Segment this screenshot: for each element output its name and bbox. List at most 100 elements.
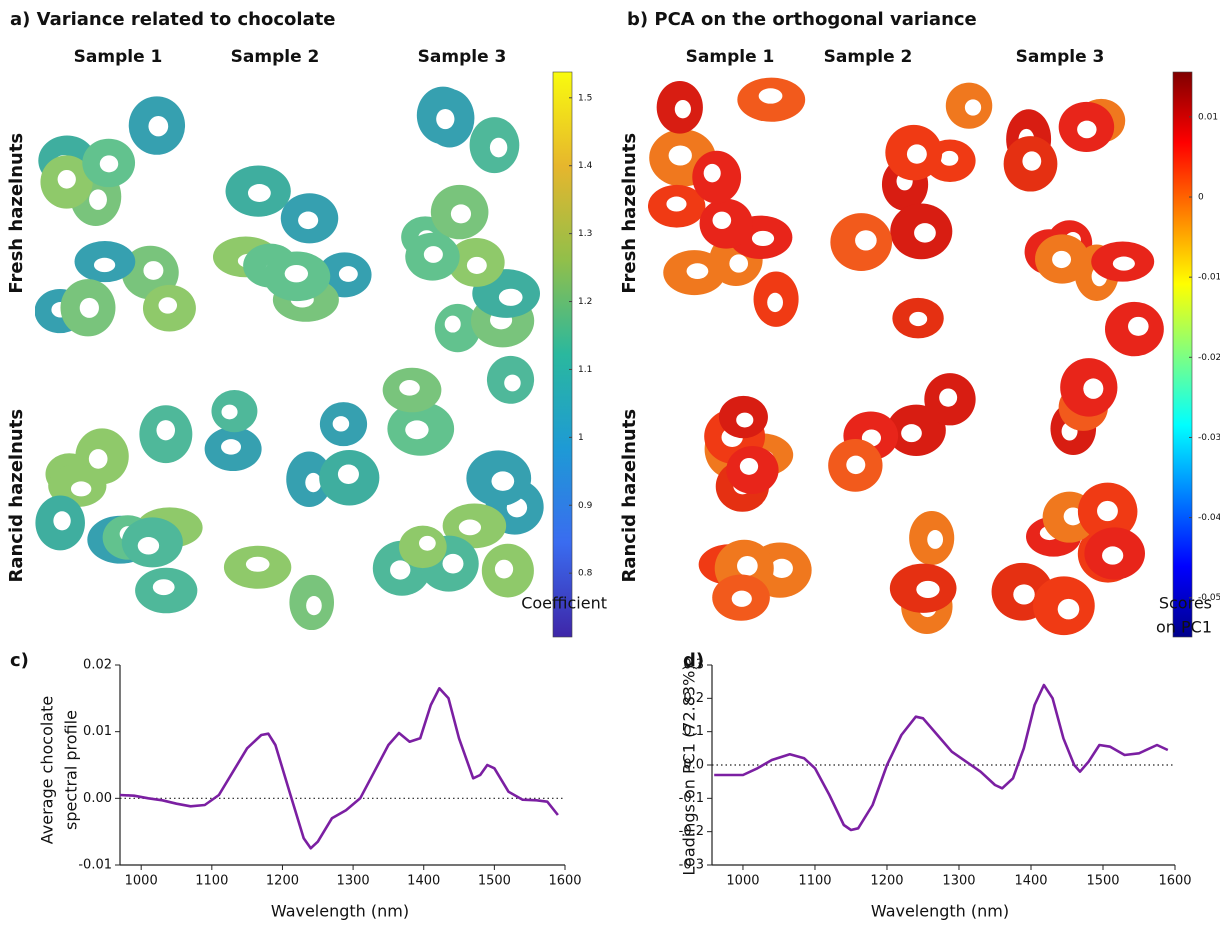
image-blob-hole <box>751 230 775 247</box>
image-blob-hole <box>909 311 928 327</box>
image-blob-hole <box>399 380 420 396</box>
x-tick-label: 1600 <box>548 874 581 889</box>
image-blob-hole <box>906 144 927 164</box>
image-blob-hole <box>729 254 749 273</box>
image-blob-hole <box>737 555 758 576</box>
y-tick-label: 0.0 <box>683 758 704 773</box>
y-axis-label: spectral profile <box>62 710 81 830</box>
image-blob-hole <box>1097 500 1118 522</box>
row-label: Rancid hazelnuts <box>6 409 27 583</box>
image-blob-hole <box>458 519 482 536</box>
image-blob-hole <box>767 292 783 313</box>
image-blob-hole <box>245 556 270 572</box>
image-blob-hole <box>1112 256 1135 271</box>
panel-title: a) Variance related to chocolate <box>10 9 336 30</box>
image-blob-hole <box>703 163 721 183</box>
image-blob-hole <box>466 256 487 274</box>
image-blob-hole <box>916 580 940 599</box>
image-blob-hole <box>338 266 358 282</box>
image-blob-hole <box>1057 598 1080 620</box>
image-blob-hole <box>306 595 322 616</box>
image-blob-hole <box>305 472 322 493</box>
panel-title: b) PCA on the orthogonal variance <box>627 9 977 30</box>
image-blob-hole <box>739 458 759 475</box>
colorbar-tick-label: 1.4 <box>578 161 593 171</box>
image-blob-hole <box>158 297 178 314</box>
image-blob-hole <box>1083 378 1104 399</box>
x-tick-label: 1500 <box>478 874 511 889</box>
colorbar-tick-label: -0.01 <box>1198 273 1220 283</box>
image-blob-hole <box>79 297 99 318</box>
image-blob-hole <box>666 196 687 212</box>
image-blob-hole <box>93 257 116 273</box>
colorbar-tick-label: -0.04 <box>1198 513 1220 523</box>
image-blob-hole <box>498 288 523 306</box>
x-tick-label: 1100 <box>195 874 228 889</box>
image-blob-hole <box>940 150 959 166</box>
x-tick-label: 1200 <box>266 874 299 889</box>
colorbar-tick-label: 0 <box>1198 193 1204 203</box>
image-blob-hole <box>712 211 732 230</box>
colorbar-tick-label: -0.02 <box>1198 353 1220 363</box>
image-blob-hole <box>284 264 309 283</box>
image-blob-hole <box>332 416 350 432</box>
colorbar <box>552 71 573 638</box>
colorbar-label: Scores <box>1159 594 1212 613</box>
image-blob-hole <box>939 388 958 407</box>
image-blob-hole <box>221 404 238 420</box>
colorbar-tick-label: 1 <box>578 433 584 443</box>
image-blob-hole <box>53 511 71 531</box>
image-blob-hole <box>444 315 461 333</box>
y-tick-label: 0.3 <box>683 658 704 673</box>
y-tick-label: -0.1 <box>679 791 704 806</box>
image-blob-hole <box>156 420 176 441</box>
y-tick-label: 0.01 <box>83 724 112 739</box>
image-area <box>35 86 544 631</box>
image-blob-hole <box>390 560 411 580</box>
image-blob-hole <box>1022 151 1042 171</box>
image-blob-hole <box>442 553 464 574</box>
image-blob-hole <box>504 374 521 392</box>
y-tick-label: 0.2 <box>683 691 704 706</box>
image-blob-hole <box>1063 507 1083 526</box>
colorbar-tick-label: 0.01 <box>1198 112 1218 122</box>
x-axis-label: Wavelength (nm) <box>871 902 1009 921</box>
sample-label: Sample 2 <box>824 47 913 67</box>
image-blob-hole <box>221 439 242 455</box>
x-tick-label: 1100 <box>798 874 831 889</box>
image-blob-hole <box>148 115 169 137</box>
x-tick-label: 1600 <box>1158 874 1191 889</box>
image-blob-hole <box>419 535 436 551</box>
sample-label: Sample 2 <box>231 47 320 67</box>
x-tick-label: 1400 <box>407 874 440 889</box>
data-line <box>119 687 559 850</box>
image-blob-hole <box>1128 316 1149 336</box>
image-blob-hole <box>686 263 709 280</box>
image-blob-hole <box>1077 120 1097 139</box>
row-label: Fresh hazelnuts <box>6 133 27 294</box>
y-tick-label: -0.2 <box>679 824 704 839</box>
image-blob-hole <box>494 559 514 579</box>
image-blob-hole <box>758 88 783 104</box>
y-tick-label: 0.00 <box>83 791 112 806</box>
colorbar-tick-label: 1.1 <box>578 365 592 375</box>
image-blob-hole <box>964 99 982 116</box>
colorbar-tick-label: -0.05 <box>1198 593 1220 603</box>
y-axis-label: Loadings on PC1 (72.83%) <box>680 664 699 875</box>
x-tick-label: 1300 <box>942 874 975 889</box>
image-blob-hole <box>846 455 866 475</box>
colorbar <box>1172 71 1193 638</box>
colorbar-tick-label: 0.9 <box>578 501 593 511</box>
image-blob-hole <box>450 204 472 224</box>
image-blob-hole <box>405 420 429 440</box>
image-blob-hole <box>736 412 754 428</box>
x-tick-label: 1000 <box>726 874 759 889</box>
x-tick-label: 1200 <box>870 874 903 889</box>
image-blob-hole <box>855 230 877 251</box>
image-blob-hole <box>298 211 319 230</box>
colorbar-tick-label: 1.2 <box>578 297 592 307</box>
colorbar-tick-label: 1.3 <box>578 229 592 239</box>
colorbar-tick-label: 0.8 <box>578 569 593 579</box>
colorbar-tick-label: -0.03 <box>1198 433 1220 443</box>
y-tick-label: -0.3 <box>679 858 704 873</box>
